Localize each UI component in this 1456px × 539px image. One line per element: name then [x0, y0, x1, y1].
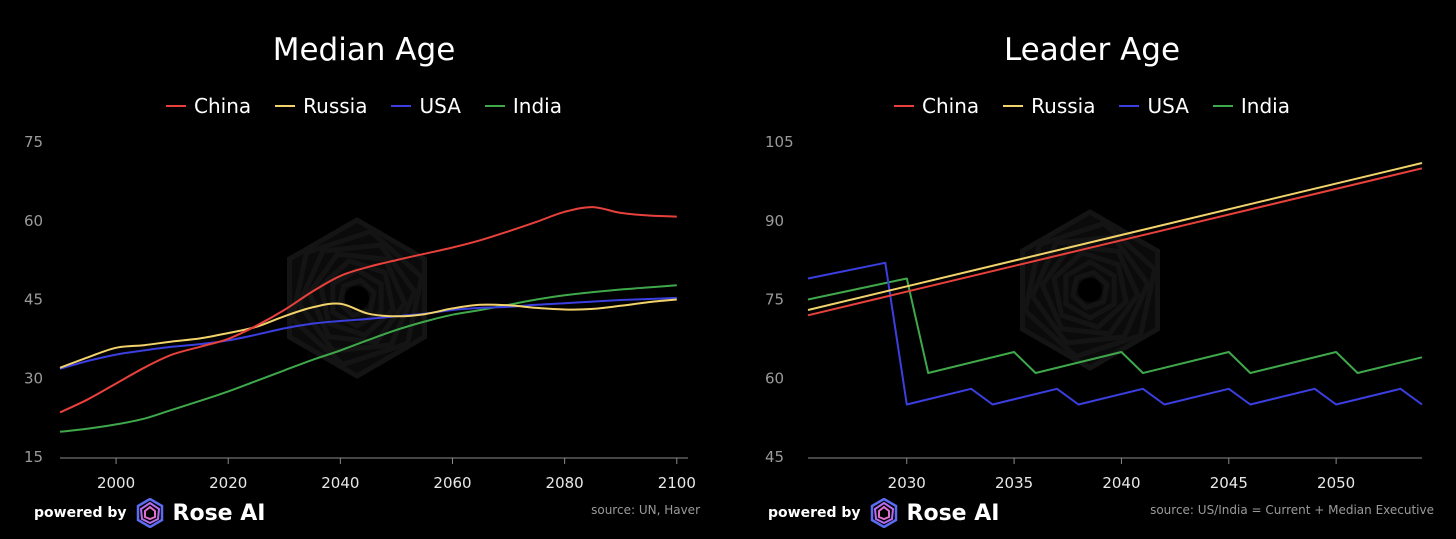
rose-watermark-icon [287, 217, 427, 379]
y-tick-label: 60 [24, 212, 43, 230]
x-tick-label: 2030 [888, 474, 926, 492]
legend-label-russia: Russia [1031, 94, 1096, 118]
powered-by-label: powered by [34, 505, 127, 521]
x-tick-label: 2060 [433, 474, 471, 492]
y-tick-label: 105 [765, 133, 794, 151]
legend-swatch-russia [275, 105, 296, 107]
series-line-russia [59, 298, 677, 369]
legend-label-russia: Russia [303, 94, 368, 118]
rose-ai-logo-icon [136, 498, 163, 528]
y-tick-label: 15 [24, 448, 43, 466]
legend-item-india: India [484, 94, 562, 118]
legend-item-china: China [894, 94, 979, 118]
series-line-usa [59, 296, 677, 370]
legend-label-china: China [194, 94, 252, 118]
x-tick-label: 2045 [1210, 474, 1248, 492]
y-tick-label: 45 [24, 291, 43, 309]
y-tick-label: 75 [765, 291, 784, 309]
legend-label-india: India [1240, 94, 1290, 118]
legend-swatch-china [894, 105, 915, 107]
series-line-india [807, 277, 1423, 374]
series-line-china [59, 206, 677, 414]
x-tick-label: 2035 [995, 474, 1033, 492]
series-line-china [807, 167, 1423, 317]
legend: China Russia USA India [728, 94, 1456, 118]
series-line-india [59, 284, 677, 433]
legend-label-china: China [922, 94, 980, 118]
legend-item-russia: Russia [275, 94, 367, 118]
legend-item-russia: Russia [1003, 94, 1095, 118]
x-tick-label: 2080 [546, 474, 584, 492]
x-tick-label: 2050 [1317, 474, 1355, 492]
legend-swatch-russia [1003, 105, 1024, 107]
legend-swatch-usa [1119, 105, 1140, 107]
y-tick-label: 60 [765, 369, 784, 387]
y-tick-label: 30 [24, 369, 43, 387]
legend-label-usa: USA [1147, 94, 1189, 118]
chart-title: Median Age [272, 32, 456, 68]
legend-swatch-china [166, 105, 187, 107]
legend-swatch-india [1212, 105, 1233, 107]
brand-footer: powered by Rose AI [34, 498, 265, 528]
chart-title: Leader Age [1003, 32, 1181, 68]
y-tick-label: 75 [24, 133, 43, 151]
leader-age-panel: 45 60 75 90 105 2030 2035 2040 2045 2050 Leader A… [728, 0, 1456, 539]
leader-age-plot: 45 60 75 90 105 2030 2035 2040 2045 2050 [765, 133, 1423, 492]
brand-name: Rose AI [906, 500, 1000, 526]
median-age-plot: 15 30 45 60 75 2000 2020 2040 2060 2080 2100 [24, 133, 696, 492]
legend-label-usa: USA [419, 94, 461, 118]
series-line-russia [807, 162, 1423, 311]
series-line-usa [807, 261, 1423, 406]
source-note: source: UN, Haver [591, 503, 700, 517]
x-tick-label: 2000 [97, 474, 135, 492]
y-tick-label: 45 [765, 448, 784, 466]
median-age-panel: 15 30 45 60 75 2000 2020 2040 2060 2080 2100 Media… [0, 32, 728, 528]
source-note: source: US/India = Current + Median Exec… [1150, 503, 1434, 517]
x-tick-label: 2020 [209, 474, 247, 492]
legend-label-india: India [512, 94, 562, 118]
rose-ai-logo-icon [870, 498, 897, 528]
x-tick-label: 2040 [1102, 474, 1140, 492]
legend-item-usa: USA [391, 94, 461, 118]
x-tick-label: 2100 [658, 474, 696, 492]
legend-item-china: China [166, 94, 251, 118]
x-tick-label: 2040 [321, 474, 359, 492]
legend-item-india: India [1212, 94, 1290, 118]
brand-name: Rose AI [172, 500, 266, 526]
legend-swatch-india [484, 105, 505, 107]
powered-by-label: powered by [768, 505, 861, 521]
rose-watermark-icon [1020, 209, 1160, 371]
legend-swatch-usa [391, 105, 412, 107]
legend: China Russia USA India [0, 94, 728, 118]
legend-item-usa: USA [1119, 94, 1189, 118]
y-tick-label: 90 [765, 212, 784, 230]
brand-footer: powered by Rose AI [768, 498, 999, 528]
